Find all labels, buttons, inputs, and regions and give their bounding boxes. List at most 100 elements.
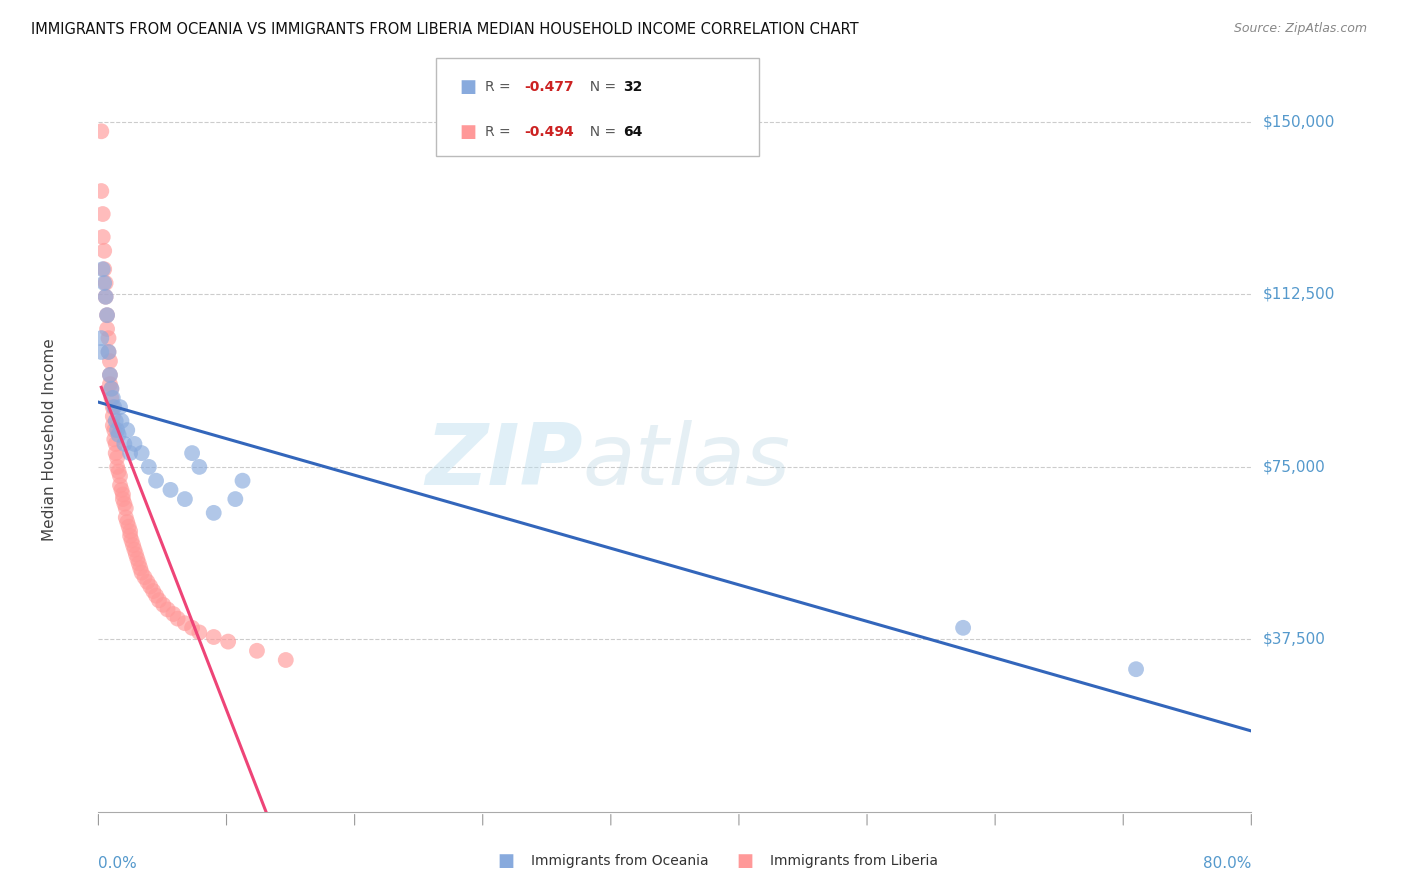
Point xyxy=(181,621,204,635)
Point xyxy=(122,538,145,552)
Text: Source: ZipAtlas.com: Source: ZipAtlas.com xyxy=(1233,22,1367,36)
Point xyxy=(129,561,152,575)
Point xyxy=(103,433,125,447)
Point xyxy=(952,621,974,635)
Point xyxy=(108,400,131,414)
Point xyxy=(117,423,139,437)
Point xyxy=(94,290,117,304)
Point xyxy=(120,446,142,460)
Point xyxy=(188,625,211,640)
Point xyxy=(98,368,121,382)
Point xyxy=(188,459,211,474)
Point xyxy=(139,579,162,593)
Point xyxy=(159,483,181,497)
Point xyxy=(121,533,143,548)
Text: 0.0%: 0.0% xyxy=(98,856,138,871)
Point xyxy=(101,400,124,414)
Point xyxy=(94,290,117,304)
Text: R =: R = xyxy=(485,80,515,95)
Point xyxy=(120,524,142,539)
Point xyxy=(217,634,239,648)
Point xyxy=(124,437,146,451)
Text: Immigrants from Liberia: Immigrants from Liberia xyxy=(770,854,938,868)
Point xyxy=(138,459,160,474)
Text: Immigrants from Oceania: Immigrants from Oceania xyxy=(531,854,709,868)
Text: IMMIGRANTS FROM OCEANIA VS IMMIGRANTS FROM LIBERIA MEDIAN HOUSEHOLD INCOME CORRE: IMMIGRANTS FROM OCEANIA VS IMMIGRANTS FR… xyxy=(31,22,859,37)
Text: ■: ■ xyxy=(498,852,515,870)
Point xyxy=(142,584,165,599)
Point xyxy=(108,469,131,483)
Point xyxy=(274,653,297,667)
Point xyxy=(93,262,115,277)
Point xyxy=(97,331,120,345)
Point xyxy=(120,529,142,543)
Point xyxy=(134,570,156,584)
Text: N =: N = xyxy=(581,125,620,139)
Point xyxy=(166,612,188,626)
Text: ■: ■ xyxy=(460,78,477,96)
Point xyxy=(104,437,127,451)
Point xyxy=(103,400,125,414)
Text: Median Household Income: Median Household Income xyxy=(42,338,58,541)
Point xyxy=(91,262,114,277)
Text: 80.0%: 80.0% xyxy=(1204,856,1251,871)
Text: ■: ■ xyxy=(460,123,477,141)
Point xyxy=(91,230,114,244)
Point xyxy=(156,602,179,616)
Point xyxy=(114,501,136,516)
Point xyxy=(91,207,114,221)
Text: 64: 64 xyxy=(623,125,643,139)
Point xyxy=(94,276,117,290)
Text: N =: N = xyxy=(581,80,620,95)
Point xyxy=(145,474,167,488)
Point xyxy=(107,427,129,442)
Point xyxy=(104,414,127,428)
Point xyxy=(202,506,225,520)
Point xyxy=(107,465,129,479)
Point xyxy=(96,322,118,336)
Text: -0.477: -0.477 xyxy=(524,80,574,95)
Point xyxy=(100,382,122,396)
Point xyxy=(100,391,122,405)
Point xyxy=(104,446,127,460)
Point xyxy=(96,308,118,322)
Point xyxy=(96,308,118,322)
Point xyxy=(98,368,121,382)
Point xyxy=(124,542,146,557)
Point xyxy=(181,446,204,460)
Text: $75,000: $75,000 xyxy=(1263,459,1326,475)
Point xyxy=(108,478,131,492)
Point xyxy=(246,644,269,658)
Point xyxy=(90,124,112,138)
Point xyxy=(97,345,120,359)
Point xyxy=(114,510,136,524)
Point xyxy=(105,450,128,465)
Point xyxy=(174,616,197,631)
Text: -0.494: -0.494 xyxy=(524,125,574,139)
Point xyxy=(97,345,120,359)
Point xyxy=(152,598,174,612)
Point xyxy=(111,492,134,507)
Point xyxy=(202,630,225,644)
Point xyxy=(93,276,115,290)
Text: R =: R = xyxy=(485,125,515,139)
Point xyxy=(103,423,125,437)
Point xyxy=(105,423,128,437)
Point xyxy=(125,547,148,561)
Point xyxy=(110,483,132,497)
Text: $150,000: $150,000 xyxy=(1263,114,1334,129)
Text: ZIP: ZIP xyxy=(425,420,582,503)
Point xyxy=(148,593,170,607)
Point xyxy=(112,437,135,451)
Text: atlas: atlas xyxy=(582,420,790,503)
Text: $37,500: $37,500 xyxy=(1263,632,1326,647)
Point xyxy=(98,354,121,368)
Point xyxy=(127,552,149,566)
Text: 32: 32 xyxy=(623,80,643,95)
Point xyxy=(174,492,197,507)
Point xyxy=(231,474,254,488)
Point xyxy=(1125,662,1147,676)
Point xyxy=(101,391,124,405)
Point xyxy=(93,244,115,258)
Point xyxy=(145,589,167,603)
